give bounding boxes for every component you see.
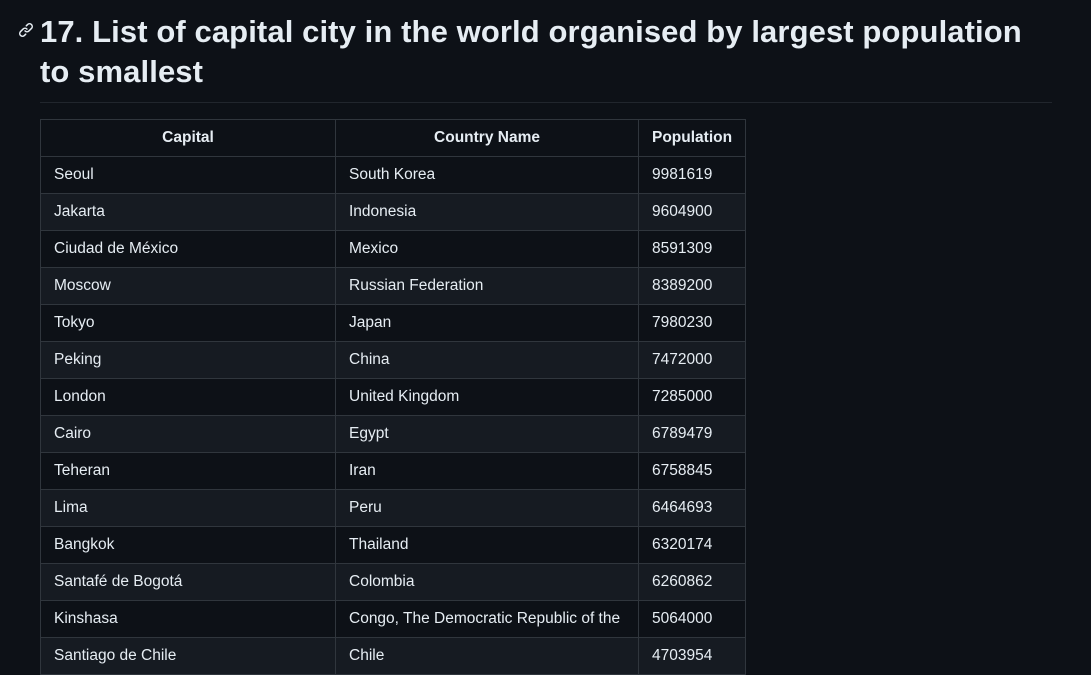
cell-capital: Cairo: [40, 415, 336, 453]
cell-population: 8389200: [637, 267, 747, 305]
cell-population: 6320174: [637, 526, 747, 564]
cell-country: Indonesia: [335, 193, 639, 231]
column-header-capital: Capital: [40, 119, 336, 157]
table-row: Lima Peru 6464693: [40, 489, 747, 527]
table-row: Bangkok Thailand 6320174: [40, 526, 747, 564]
table-row: Teheran Iran 6758845: [40, 452, 747, 490]
link-icon: [19, 23, 33, 37]
markdown-body: 17. List of capital city in the world or…: [19, 0, 1052, 675]
cell-country: Chile: [335, 637, 639, 675]
table-row: Seoul South Korea 9981619: [40, 156, 747, 194]
cell-country: Egypt: [335, 415, 639, 453]
cell-capital: Santiago de Chile: [40, 637, 336, 675]
cell-capital: Jakarta: [40, 193, 336, 231]
cell-population: 6758845: [637, 452, 747, 490]
cell-capital: Ciudad de México: [40, 230, 336, 268]
cell-capital: Peking: [40, 341, 336, 379]
column-header-country: Country Name: [335, 119, 639, 157]
cell-population: 9981619: [637, 156, 747, 194]
table-row: Santafé de Bogotá Colombia 6260862: [40, 563, 747, 601]
cell-capital: Santafé de Bogotá: [40, 563, 336, 601]
cell-population: 6260862: [637, 563, 747, 601]
cell-capital: Kinshasa: [40, 600, 336, 638]
column-header-population: Population: [637, 119, 747, 157]
table-row: Cairo Egypt 6789479: [40, 415, 747, 453]
cell-country: Japan: [335, 304, 639, 342]
cell-population: 6789479: [637, 415, 747, 453]
cell-capital: Moscow: [40, 267, 336, 305]
cell-country: Congo, The Democratic Republic of the: [335, 600, 639, 638]
table-row: Santiago de Chile Chile 4703954: [40, 637, 747, 675]
table-row: Jakarta Indonesia 9604900: [40, 193, 747, 231]
cell-country: Colombia: [335, 563, 639, 601]
table-row: Ciudad de México Mexico 8591309: [40, 230, 747, 268]
cell-country: Thailand: [335, 526, 639, 564]
heading-anchor-link[interactable]: [18, 22, 36, 40]
cell-country: South Korea: [335, 156, 639, 194]
table-row: London United Kingdom 7285000: [40, 378, 747, 416]
section-heading: 17. List of capital city in the world or…: [19, 12, 1052, 103]
table-row: Moscow Russian Federation 8389200: [40, 267, 747, 305]
cell-country: Iran: [335, 452, 639, 490]
cell-population: 4703954: [637, 637, 747, 675]
table-header-row: Capital Country Name Population: [40, 119, 747, 157]
table-body: Seoul South Korea 9981619 Jakarta Indonesia 9…: [40, 156, 747, 675]
cell-population: 9604900: [637, 193, 747, 231]
capitals-table: Capital Country Name Population Seoul Sou…: [40, 119, 747, 675]
cell-country: Russian Federation: [335, 267, 639, 305]
cell-capital: Seoul: [40, 156, 336, 194]
cell-capital: Tokyo: [40, 304, 336, 342]
cell-population: 5064000: [637, 600, 747, 638]
cell-population: 8591309: [637, 230, 747, 268]
cell-capital: Bangkok: [40, 526, 336, 564]
table-row: Tokyo Japan 7980230: [40, 304, 747, 342]
cell-population: 6464693: [637, 489, 747, 527]
table-row: Peking China 7472000: [40, 341, 747, 379]
cell-population: 7980230: [637, 304, 747, 342]
cell-country: China: [335, 341, 639, 379]
cell-country: Peru: [335, 489, 639, 527]
page-title: 17. List of capital city in the world or…: [40, 14, 1022, 89]
cell-country: United Kingdom: [335, 378, 639, 416]
cell-capital: Teheran: [40, 452, 336, 490]
cell-country: Mexico: [335, 230, 639, 268]
cell-capital: London: [40, 378, 336, 416]
cell-population: 7472000: [637, 341, 747, 379]
cell-population: 7285000: [637, 378, 747, 416]
table-row: Kinshasa Congo, The Democratic Republic o…: [40, 600, 747, 638]
cell-capital: Lima: [40, 489, 336, 527]
